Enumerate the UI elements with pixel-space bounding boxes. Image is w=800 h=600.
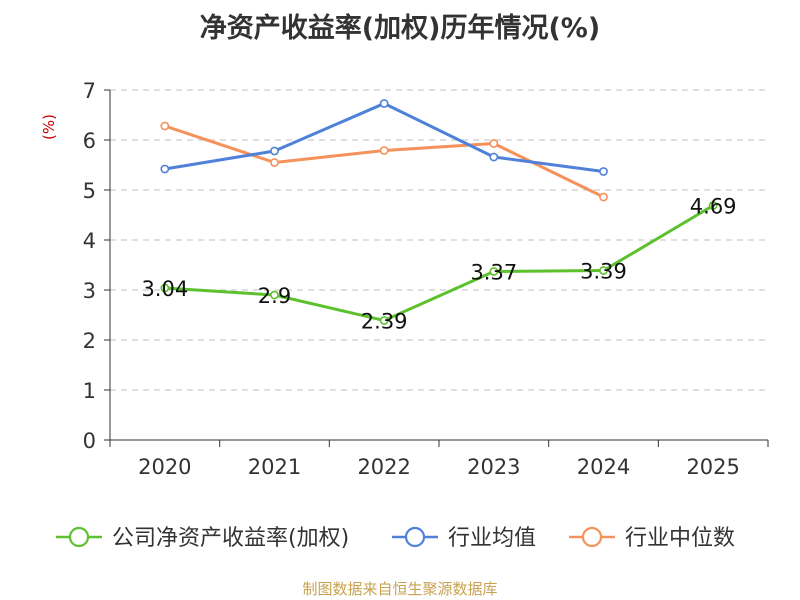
data-point bbox=[489, 139, 499, 148]
data-point bbox=[708, 201, 718, 210]
legend-marker bbox=[581, 526, 603, 548]
y-tick-label: 1 bbox=[83, 379, 96, 403]
data-point bbox=[270, 290, 279, 300]
data-source-note: 制图数据来自恒生聚源数据库 bbox=[302, 580, 498, 598]
legend-marker bbox=[68, 526, 90, 548]
legend-label: 行业均值 bbox=[448, 526, 536, 551]
y-tick-label: 4 bbox=[83, 229, 96, 253]
y-tick-label: 5 bbox=[83, 179, 96, 203]
x-tick-label: 2024 bbox=[577, 455, 630, 479]
data-label: 4.69 bbox=[690, 195, 737, 219]
data-point bbox=[160, 121, 170, 131]
y-tick-label: 7 bbox=[83, 79, 96, 103]
x-tick-label: 2022 bbox=[357, 455, 410, 479]
data-point bbox=[379, 316, 389, 325]
data-point bbox=[270, 146, 279, 156]
legend-marker bbox=[404, 526, 426, 548]
data-label: 2.39 bbox=[361, 310, 408, 334]
data-point bbox=[379, 99, 389, 108]
x-tick-label: 2020 bbox=[138, 455, 191, 479]
series-line bbox=[164, 204, 714, 322]
chart-title: 净资产收益率(加权)历年情况(%) bbox=[199, 13, 601, 44]
data-point bbox=[599, 192, 608, 202]
x-tick-label: 2023 bbox=[467, 455, 520, 479]
y-tick-label: 0 bbox=[83, 429, 96, 453]
data-point bbox=[379, 146, 389, 155]
data-label: 2.9 bbox=[258, 284, 291, 308]
data-point bbox=[599, 266, 608, 275]
data-label: 3.04 bbox=[141, 277, 188, 301]
data-point bbox=[160, 164, 170, 174]
data-point bbox=[489, 152, 499, 162]
x-tick-label: 2021 bbox=[248, 455, 301, 479]
data-point bbox=[599, 167, 608, 176]
data-label: 3.39 bbox=[580, 260, 627, 284]
data-point bbox=[160, 283, 170, 293]
data-point bbox=[489, 267, 499, 276]
legend-label: 公司净资产收益率(加权) bbox=[112, 526, 349, 551]
y-tick-label: 6 bbox=[83, 129, 96, 153]
x-tick-label: 2025 bbox=[686, 455, 739, 479]
data-point bbox=[270, 158, 279, 167]
legend-label: 行业中位数 bbox=[625, 526, 735, 551]
y-tick-label: 2 bbox=[83, 329, 96, 353]
series-line bbox=[164, 102, 604, 173]
y-axis-label: (%) bbox=[40, 114, 58, 140]
y-tick-label: 3 bbox=[83, 279, 96, 303]
data-label: 3.37 bbox=[470, 261, 517, 285]
